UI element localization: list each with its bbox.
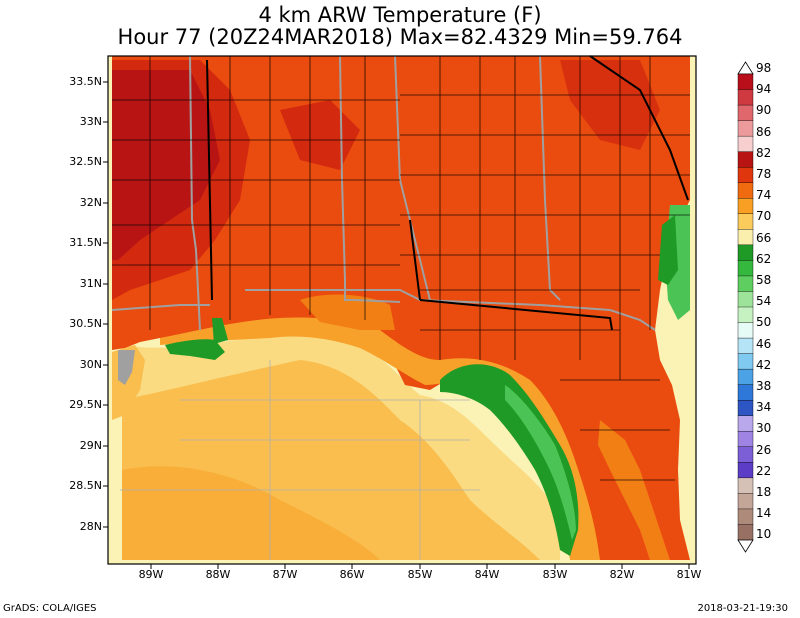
colorbar-bottom-arrow bbox=[737, 539, 754, 553]
footer-credit: GrADS: COLA/IGES bbox=[3, 603, 97, 614]
colorbar-label: 22 bbox=[756, 463, 772, 478]
chart-subtitle: Hour 77 (20Z24MAR2018) Max=82.4329 Min=5… bbox=[117, 25, 683, 49]
lon-label: 84W bbox=[474, 568, 500, 581]
colorbar-label: 86 bbox=[756, 124, 772, 139]
colorbar-label: 18 bbox=[756, 485, 772, 499]
lat-label: 31.5N bbox=[69, 236, 102, 249]
map-frame bbox=[107, 55, 697, 565]
lon-label: 83W bbox=[542, 568, 568, 581]
lat-label: 33N bbox=[79, 115, 102, 128]
county-lines bbox=[112, 56, 690, 481]
colorbar-swatch bbox=[737, 104, 754, 122]
colorbar-swatch bbox=[737, 353, 754, 370]
colorbar-swatch bbox=[737, 431, 754, 448]
colorbar bbox=[737, 61, 754, 553]
colorbar-swatch bbox=[737, 73, 754, 91]
lon-label: 88W bbox=[205, 568, 231, 581]
colorbar-top-arrow bbox=[737, 61, 754, 75]
colorbar-label: 10 bbox=[756, 527, 772, 542]
colorbar-swatch bbox=[737, 368, 754, 386]
colorbar-swatch bbox=[737, 166, 754, 184]
colorbar-swatch bbox=[737, 337, 754, 355]
colorbar-label: 50 bbox=[756, 315, 772, 330]
colorbar-swatch bbox=[737, 493, 754, 510]
colorbar-swatch bbox=[737, 291, 754, 308]
lon-label: 86W bbox=[339, 568, 365, 581]
colorbar-label: 58 bbox=[756, 273, 772, 287]
colorbar-label: 78 bbox=[756, 167, 772, 181]
colorbar-label: 46 bbox=[756, 336, 772, 351]
colorbar-swatch bbox=[737, 182, 754, 199]
colorbar-swatch bbox=[737, 229, 754, 246]
colorbar-swatch bbox=[737, 120, 754, 137]
colorbar-label: 54 bbox=[756, 294, 772, 309]
lat-ticks bbox=[103, 81, 108, 528]
lat-label: 31N bbox=[79, 277, 102, 290]
lat-label: 29N bbox=[79, 439, 102, 452]
lon-label: 89W bbox=[138, 568, 164, 581]
colorbar-label: 42 bbox=[756, 357, 772, 372]
map-field bbox=[108, 56, 696, 564]
lat-label: 30N bbox=[79, 358, 102, 371]
colorbar-swatch bbox=[737, 400, 754, 417]
colorbar-label: 34 bbox=[756, 400, 772, 415]
gulf-grid-lines bbox=[120, 360, 480, 560]
colorbar-swatch bbox=[737, 135, 754, 153]
chart-title: 4 km ARW Temperature (F) bbox=[258, 3, 542, 27]
colorbar-swatch bbox=[737, 260, 754, 277]
colorbar-label: 38 bbox=[756, 379, 772, 393]
lat-label: 33.5N bbox=[69, 75, 102, 88]
colorbar-swatch bbox=[737, 244, 754, 261]
colorbar-label: 62 bbox=[756, 251, 772, 266]
lat-label: 30.5N bbox=[69, 317, 102, 330]
lon-label: 81W bbox=[676, 568, 702, 581]
colorbar-swatch bbox=[737, 384, 754, 401]
colorbar-swatch bbox=[737, 508, 754, 525]
colorbar-label: 30 bbox=[756, 421, 772, 436]
colorbar-swatch bbox=[737, 275, 754, 292]
lon-ticks bbox=[150, 564, 690, 569]
colorbar-label: 14 bbox=[756, 506, 772, 521]
colorbar-swatch bbox=[737, 322, 754, 339]
colorbar-label: 70 bbox=[756, 209, 772, 224]
colorbar-label: 74 bbox=[756, 188, 772, 203]
colorbar-label: 98 bbox=[756, 61, 772, 75]
lat-label: 29.5N bbox=[69, 398, 102, 411]
colorbar-swatch bbox=[737, 462, 754, 479]
lon-label: 85W bbox=[407, 568, 433, 581]
lat-label: 28.5N bbox=[69, 479, 102, 492]
lon-label: 87W bbox=[272, 568, 298, 581]
lat-label: 32.5N bbox=[69, 155, 102, 168]
colorbar-label: 66 bbox=[756, 230, 772, 245]
lat-label: 28N bbox=[79, 520, 102, 533]
colorbar-label: 90 bbox=[756, 103, 772, 118]
colorbar-swatch bbox=[737, 89, 754, 106]
colorbar-swatch bbox=[737, 306, 754, 324]
colorbar-label: 82 bbox=[756, 145, 772, 160]
colorbar-swatch bbox=[737, 198, 754, 215]
lon-label: 82W bbox=[609, 568, 635, 581]
colorbar-label: 26 bbox=[756, 442, 772, 457]
colorbar-swatch bbox=[737, 151, 754, 168]
colorbar-swatch bbox=[737, 415, 754, 432]
footer-timestamp: 2018-03-21-19:30 bbox=[697, 603, 788, 614]
colorbar-label: 94 bbox=[756, 82, 772, 97]
colorbar-swatch bbox=[737, 446, 754, 463]
colorbar-swatch bbox=[737, 213, 754, 230]
lat-label: 32N bbox=[79, 196, 102, 209]
colorbar-swatch bbox=[737, 477, 754, 494]
colorbar-swatch bbox=[737, 524, 754, 541]
state-lines-black bbox=[206, 55, 689, 331]
